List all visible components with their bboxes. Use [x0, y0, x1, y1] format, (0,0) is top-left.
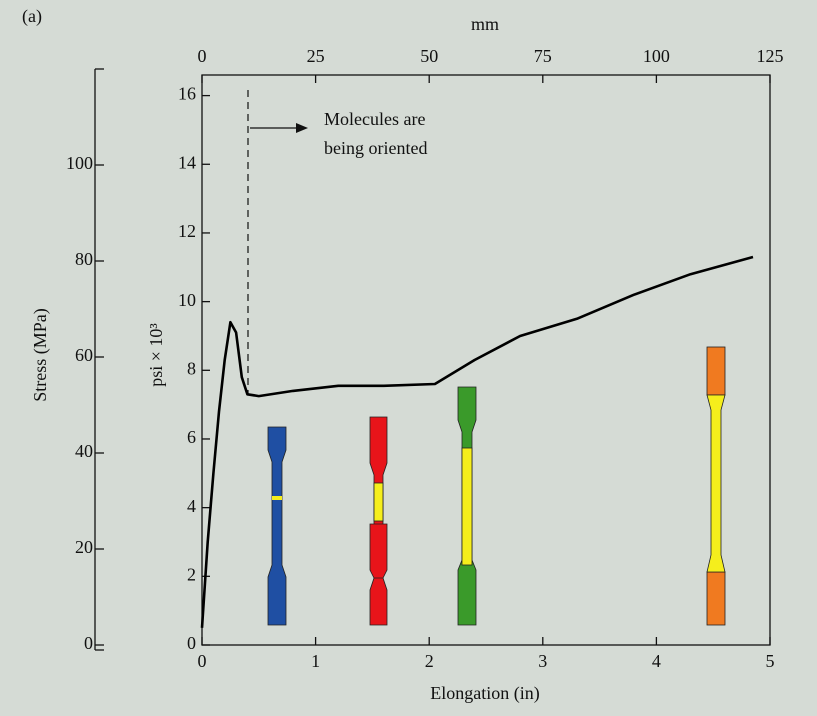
- annotation-line: being oriented: [324, 138, 427, 158]
- y2-tick-label: 40: [75, 441, 93, 461]
- y2-axis-title: Stress (MPa): [30, 308, 51, 402]
- x-axis-title: Elongation (in): [430, 683, 539, 704]
- specimen-red: [369, 416, 388, 626]
- y2-tick-label: 60: [75, 345, 93, 365]
- y-tick-label: 16: [178, 84, 196, 104]
- y-tick-label: 8: [187, 358, 196, 378]
- panel-label: (a): [22, 6, 42, 27]
- x2-tick-label: 0: [198, 46, 207, 66]
- x-tick-label: 5: [766, 651, 775, 671]
- specimen-blue: [267, 426, 287, 626]
- specimen-body: [369, 523, 388, 579]
- y2-tick-label: 0: [84, 633, 93, 653]
- specimen-neck: [706, 394, 726, 573]
- x-tick-label: 3: [538, 651, 547, 671]
- stress-curve: [200, 255, 754, 628]
- specimen-neck: [272, 496, 282, 500]
- x2-tick-label: 50: [420, 46, 438, 66]
- specimen-neck: [461, 447, 473, 566]
- x2-tick-label: 25: [307, 46, 325, 66]
- specimen-body: [706, 571, 726, 626]
- specimen-body: [267, 426, 287, 626]
- annotation-arrowhead: [296, 123, 308, 133]
- y-tick-label: 10: [178, 290, 196, 310]
- x-tick-label: 4: [652, 651, 661, 671]
- plot-frame: [201, 74, 771, 646]
- y2-tick-label: 100: [66, 153, 93, 173]
- y-tick-label: 12: [178, 221, 196, 241]
- y-tick-label: 2: [187, 564, 196, 584]
- x2-axis-title: mm: [471, 14, 499, 34]
- specimen-neck: [373, 482, 384, 522]
- y2-tick-label: 20: [75, 537, 93, 557]
- y2-tick-label: 80: [75, 249, 93, 269]
- x2-tick-label: 75: [534, 46, 552, 66]
- y-axis-title: psi × 10³: [146, 323, 166, 387]
- y-tick-label: 0: [187, 633, 196, 653]
- x-tick-label: 2: [425, 651, 434, 671]
- specimen-orange: [706, 346, 726, 626]
- x-tick-label: 1: [311, 651, 320, 671]
- x-tick-label: 0: [198, 651, 207, 671]
- y-tick-label: 14: [178, 152, 196, 172]
- x2-tick-label: 100: [643, 46, 670, 66]
- specimen-body: [706, 346, 726, 396]
- y-tick-label: 6: [187, 427, 196, 447]
- x2-tick-label: 125: [757, 46, 784, 66]
- y-tick-label: 4: [187, 496, 196, 516]
- specimen-green: [457, 386, 477, 626]
- annotation-line: Molecules are: [324, 109, 425, 129]
